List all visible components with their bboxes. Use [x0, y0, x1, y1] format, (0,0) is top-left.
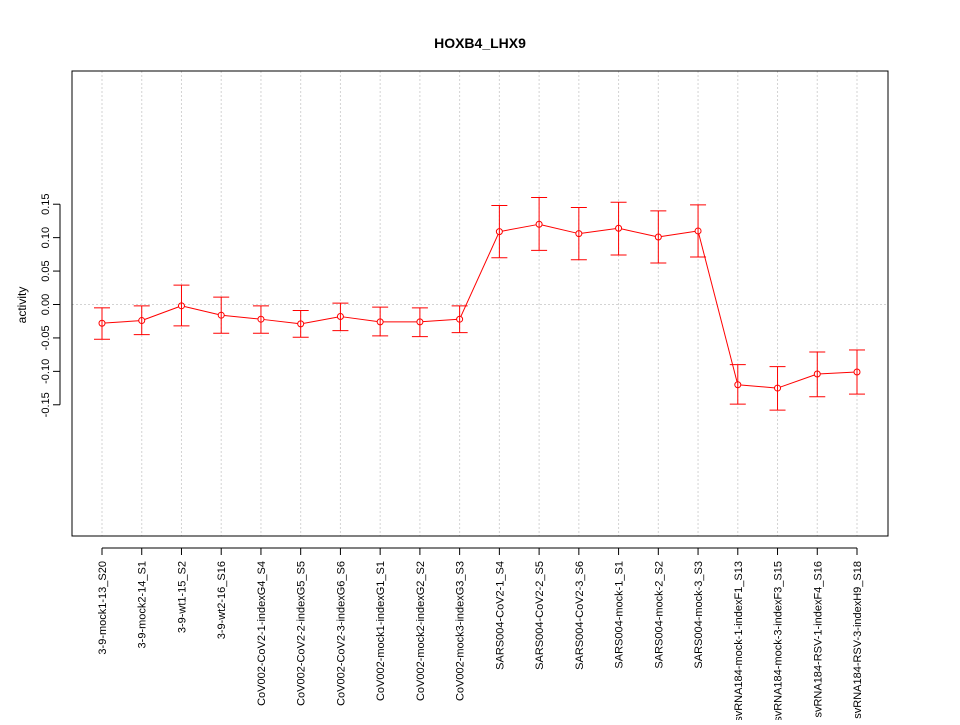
x-tick-label: CoV002-mock3-indexG3_S3	[455, 561, 467, 701]
data-point	[774, 384, 782, 392]
x-tick-label: SARS004-mock-2_S2	[653, 561, 665, 669]
series-line-segment	[184, 306, 219, 315]
data-point	[853, 368, 861, 376]
y-tick-label: -0.05	[40, 325, 52, 350]
data-point	[654, 233, 662, 241]
series-line-segment	[263, 319, 298, 325]
chart-title: HOXB4_LHX9	[434, 35, 526, 51]
data-point	[376, 318, 384, 326]
data-point	[217, 311, 225, 319]
series-line-group	[104, 224, 855, 389]
x-tick-label: 3-9-wt2-16_S16	[216, 561, 228, 639]
data-point	[416, 318, 424, 326]
axes: -0.15 -0.10 -0.05 0.00 0.05 0.10 0.15 3-9-mock1…	[40, 193, 864, 721]
y-tick-label: -0.15	[40, 392, 52, 417]
x-tick-label: 3-9-mock2-14_S1	[137, 561, 149, 648]
data-point	[535, 220, 543, 228]
data-point	[734, 381, 742, 389]
data-point	[336, 313, 344, 321]
series-line-segment	[502, 224, 537, 232]
plot-frame	[71, 70, 889, 537]
grid-lines	[72, 71, 888, 536]
data-point	[694, 227, 702, 235]
data-point	[98, 319, 106, 327]
x-tick-label: CoV002-CoV2-1-indexG4_S4	[256, 561, 268, 706]
x-tick-label: svRNA184-mock-1-indexF1_S13	[733, 561, 745, 720]
data-point	[575, 230, 583, 238]
series-line-segment	[698, 233, 738, 382]
data-point	[813, 370, 821, 378]
x-tick-label: SARS004-mock-1_S1	[614, 561, 626, 669]
data-point	[495, 228, 503, 236]
x-tick-label: svRNA184-RSV-1-indexF4_S16	[812, 561, 824, 718]
y-tick-label: -0.10	[40, 359, 52, 384]
y-tick-label: 0.05	[40, 260, 52, 281]
series-line-segment	[780, 374, 815, 388]
series-line-segment	[144, 306, 179, 320]
series-line-segment	[224, 315, 259, 320]
series-line-segment	[820, 371, 855, 375]
x-tick-label: CoV002-CoV2-3-indexG6_S6	[335, 561, 347, 706]
data-point	[138, 317, 146, 325]
y-tick-label: 0.00	[40, 294, 52, 315]
x-tick-label: SARS004-CoV2-3_S6	[574, 561, 586, 670]
series-line-segment	[661, 230, 696, 238]
x-tick-label: CoV002-mock2-indexG2_S2	[415, 561, 427, 701]
series-line-segment	[104, 320, 139, 324]
x-tick-label: CoV002-CoV2-2-indexG5_S5	[296, 561, 308, 706]
data-point	[297, 320, 305, 328]
series-line-segment	[581, 228, 616, 234]
y-axis-label: activity	[15, 287, 29, 324]
x-tick-label: svRNA184-RSV-3-indexH9_S18	[852, 561, 864, 719]
series-line-segment	[303, 316, 338, 324]
x-tick-label: SARS004-CoV2-1_S4	[494, 561, 506, 670]
data-point	[177, 302, 185, 310]
series-line-segment	[621, 228, 656, 237]
y-tick-label: 0.15	[40, 193, 52, 214]
error-bars	[94, 197, 865, 411]
data-points	[98, 220, 861, 392]
x-tick-label: svRNA184-mock-3-indexF3_S15	[773, 561, 785, 720]
series-line-segment	[460, 234, 499, 317]
series-line-segment	[740, 384, 775, 389]
data-point	[257, 315, 265, 323]
data-point	[615, 224, 623, 232]
x-tick-label: SARS004-mock-3_S3	[693, 561, 705, 669]
x-tick-label: SARS004-CoV2-2_S5	[534, 561, 546, 670]
x-tick-label: CoV002-mock1-indexG1_S1	[375, 561, 387, 701]
x-tick-label: 3-9-mock1-13_S20	[97, 561, 109, 655]
y-tick-label: 0.10	[40, 227, 52, 248]
x-tick-label: 3-9-wt1-15_S2	[176, 561, 188, 633]
series-line-segment	[541, 224, 577, 234]
data-point	[456, 315, 464, 323]
series-line-segment	[343, 316, 378, 322]
series-line-segment	[422, 318, 457, 323]
